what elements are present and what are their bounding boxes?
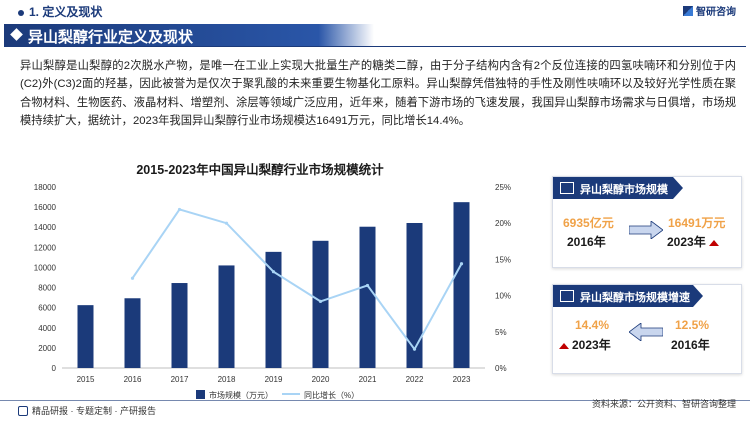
bullet-dot-icon	[18, 9, 24, 16]
up-arrow-icon	[706, 236, 719, 250]
card-market-size-title: 异山梨醇市场规模	[580, 184, 668, 196]
y-right-tick-label: 20%	[495, 219, 511, 228]
y-right-tick-label: 15%	[495, 255, 511, 264]
y-left-tick-label: 18000	[34, 183, 57, 192]
growth-point	[459, 262, 464, 266]
footer-left: 精品研报 · 专题定制 · 产研报告	[18, 404, 156, 417]
y-right-tick-label: 0%	[495, 364, 507, 373]
x-tick-label: 2017	[171, 375, 189, 384]
up-arrow-icon	[559, 339, 572, 353]
footer-left-text: 精品研报 · 专题定制 · 产研报告	[32, 406, 156, 416]
growth-point	[271, 270, 276, 274]
banner-divider	[4, 46, 746, 47]
section-title-text: 1. 定义及现状	[29, 5, 103, 19]
title-banner: 异山梨醇行业定义及现状	[4, 24, 374, 46]
x-tick-label: 2018	[218, 375, 236, 384]
y-left-tick-label: 8000	[38, 284, 56, 293]
y-right-tick-label: 25%	[495, 183, 511, 192]
y-right-tick-label: 5%	[495, 328, 507, 337]
bar-2019	[265, 251, 282, 368]
x-tick-label: 2021	[359, 375, 377, 384]
card-market-size-right-year-wrap: 2023年	[667, 233, 719, 250]
footer-divider	[0, 400, 750, 401]
growth-point	[318, 299, 323, 303]
card-market-size-left-year: 2016年	[567, 235, 606, 249]
legend-line-label: 同比增长（%）	[304, 390, 359, 400]
y-left-tick-label: 0	[52, 364, 57, 373]
x-tick-label: 2023	[453, 375, 471, 384]
chart-title: 2015-2023年中国异山梨醇行业市场规模统计	[136, 163, 384, 177]
card-growth-left-value: 14.4%	[575, 318, 610, 332]
growth-point	[130, 276, 135, 280]
diamond-icon	[10, 28, 23, 41]
x-tick-label: 2022	[406, 375, 424, 384]
card-growth-right-value: 12.5%	[675, 318, 710, 332]
arrow-right-icon	[629, 221, 663, 239]
card-market-size-left-value: 6935亿元	[563, 216, 614, 230]
card-market-size-right-value: 16491万元	[668, 216, 726, 230]
growth-point	[177, 207, 182, 212]
logo: 智研咨询	[683, 3, 736, 18]
y-right-tick-label: 10%	[495, 292, 511, 301]
bar-2017	[171, 283, 188, 368]
card-growth-right-year: 2016年	[671, 338, 710, 352]
x-tick-label: 2016	[124, 375, 142, 384]
bar-2020	[312, 240, 329, 368]
card-market-size: 异山梨醇市场规模 6935亿元 2016年 16491万元 2023年	[552, 176, 742, 268]
y-left-tick-label: 16000	[34, 203, 57, 212]
bar-2018	[218, 265, 235, 368]
logo-mark-icon	[683, 5, 693, 16]
x-tick-label: 2019	[265, 375, 283, 384]
y-left-tick-label: 2000	[38, 344, 56, 353]
bar-2023	[453, 202, 470, 368]
card-growth-title: 异山梨醇市场规模增速	[580, 292, 690, 304]
y-left-tick-label: 4000	[38, 324, 56, 333]
source-note: 资料来源：公开资料、智研咨询整理	[591, 399, 736, 409]
report-icon	[18, 405, 28, 416]
y-left-tick-label: 14000	[34, 223, 57, 232]
card-growth-left-year-wrap: 2023年	[559, 336, 611, 353]
card-growth-header: 异山梨醇市场规模增速	[553, 285, 703, 307]
intro-paragraph: 异山梨醇是山梨醇的2次脱水产物，是唯一在工业上实现大批量生产的糖类二醇，由于分子…	[20, 60, 736, 128]
growth-point	[412, 347, 417, 351]
bar-2021	[359, 226, 376, 368]
y-left-tick-label: 10000	[34, 263, 57, 272]
y-left-tick-label: 6000	[38, 304, 56, 313]
market-size-chart: 0 2000 4000 6000 8000 10000 12000 14000 16000 180…	[34, 183, 511, 400]
card-market-size-right-year: 2023年	[667, 235, 706, 249]
y-left-tick-label: 12000	[34, 243, 57, 252]
section-title: 1. 定义及现状	[18, 3, 102, 20]
bar-2016	[124, 298, 141, 368]
logo-text: 智研咨询	[696, 7, 736, 18]
legend-bar-label: 市场规模（万元）	[209, 390, 273, 400]
card-growth-left-year: 2023年	[572, 338, 611, 352]
x-tick-label: 2015	[77, 375, 95, 384]
banner-title: 异山梨醇行业定义及现状	[28, 29, 194, 46]
card-market-size-header: 异山梨醇市场规模	[553, 177, 683, 199]
trend-icon	[560, 290, 574, 302]
growth-line	[131, 208, 463, 352]
bar-2022	[406, 222, 423, 368]
top-bar: 1. 定义及现状 智研咨询	[0, 0, 750, 22]
arrow-left-icon	[629, 323, 663, 341]
growth-point	[365, 283, 370, 288]
growth-point	[224, 221, 229, 225]
card-growth: 异山梨醇市场规模增速 14.4% 2023年 12.5% 2016年	[552, 284, 742, 374]
legend-bar-swatch	[196, 390, 205, 399]
bar-2015	[77, 305, 94, 368]
chart-icon	[560, 182, 574, 194]
x-tick-label: 2020	[312, 375, 330, 384]
